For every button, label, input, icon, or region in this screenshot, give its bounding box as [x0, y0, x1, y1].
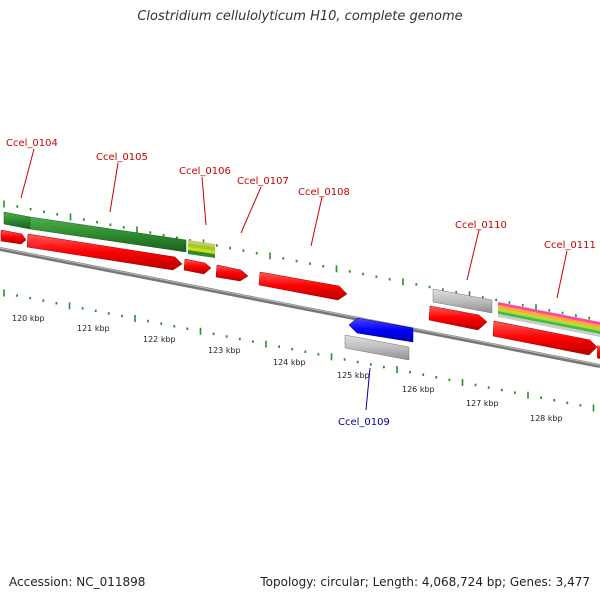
label-leaders: [20, 148, 568, 411]
gene-label: Ccel_0109: [338, 417, 390, 428]
gene-label: Ccel_0105: [96, 152, 148, 163]
cds-arrow-0108: [258, 271, 348, 301]
feature-0106-stripe-3: [188, 247, 215, 254]
ruler-label: 120 kbp: [12, 314, 45, 323]
gene-label: Ccel_0110: [455, 220, 507, 231]
gene-label: Ccel_0111: [544, 240, 596, 251]
cds-arrow-next: [597, 345, 600, 359]
cds-arrow-0107: [215, 264, 249, 282]
cds-arrow-0104: [0, 229, 27, 245]
ruler-label: 123 kbp: [208, 346, 241, 355]
ruler-label: 127 kbp: [466, 399, 499, 408]
ruler-labels: 120 kbp 121 kbp 122 kbp 123 kbp 124 kbp …: [12, 314, 563, 423]
green-feature-0105: [29, 216, 187, 253]
gene-labels: Ccel_0104 Ccel_0105 Ccel_0106 Ccel_0107 …: [6, 138, 596, 428]
ruler-label: 125 kbp: [337, 371, 370, 380]
gray-feature-0109: [344, 334, 410, 361]
cds-arrow-0109: [348, 317, 414, 343]
cds-arrow-0110: [428, 305, 488, 331]
ruler-label: 121 kbp: [77, 324, 110, 333]
gene-label: Ccel_0107: [237, 176, 289, 187]
ruler-label: 122 kbp: [143, 335, 176, 344]
gene-label: Ccel_0104: [6, 138, 58, 149]
genome-summary-text: Topology: circular; Length: 4,068,724 bp…: [260, 575, 590, 589]
feature-0106-stripe-1: [188, 240, 215, 247]
feature-track-green[interactable]: [3, 211, 215, 258]
feature-0111-stripes[interactable]: [498, 302, 600, 337]
gene-label: Ccel_0106: [179, 166, 231, 177]
gray-feature-0110: [432, 288, 493, 314]
lower-tick-track: [3, 289, 595, 412]
ruler-label: 126 kbp: [402, 385, 435, 394]
accession-text: Accession: NC_011898: [9, 575, 146, 589]
upper-tick-track: [3, 200, 591, 320]
feature-0106-stripe-2: [188, 243, 215, 251]
cds-reverse-track[interactable]: [348, 317, 414, 343]
feature-0106-stripe-4: [188, 250, 215, 258]
ruler-label: 128 kbp: [530, 414, 563, 423]
green-feature-0104: [3, 211, 31, 230]
ruler-label: 124 kbp: [273, 358, 306, 367]
cds-arrow-0106: [183, 258, 212, 275]
cds-arrow-0105: [26, 233, 183, 271]
cds-forward-track[interactable]: [0, 229, 600, 359]
feature-track-gray[interactable]: [344, 288, 493, 361]
backbone: [0, 247, 600, 368]
genome-title: Clostridium cellulolyticum H10, complete…: [137, 9, 463, 24]
gene-label: Ccel_0108: [298, 187, 350, 198]
cds-arrow-0111: [492, 320, 598, 356]
